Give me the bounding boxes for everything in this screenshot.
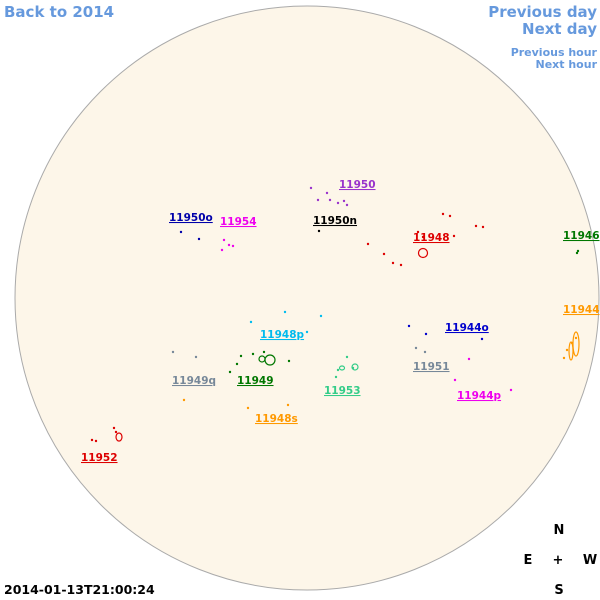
previous-day-link[interactable]: Previous day: [488, 3, 597, 21]
sunspot: [316, 198, 320, 202]
sunspot: [336, 201, 340, 205]
previous-hour-link[interactable]: Previous hour: [511, 46, 598, 59]
sunspot: [227, 243, 231, 247]
sunspot: [231, 244, 235, 248]
compass-south: S: [554, 583, 563, 598]
sunspot: [391, 261, 395, 265]
sunspot: [228, 370, 232, 374]
compass-north: N: [554, 523, 565, 538]
sunspot: [453, 378, 457, 382]
sunspot: [448, 214, 452, 218]
region-label[interactable]: 11949q: [172, 375, 216, 387]
sunspot: [452, 234, 456, 238]
sunspot: [576, 249, 580, 253]
sunspot: [481, 225, 485, 229]
sunspot: [565, 348, 569, 352]
sunspot: [399, 263, 403, 267]
timestamp: 2014-01-13T21:00:24: [4, 582, 155, 597]
sunspot: [574, 336, 578, 340]
sunspot: [338, 365, 346, 371]
sunspot: [366, 242, 370, 246]
sunspot: [325, 191, 329, 195]
sunspot: [249, 320, 253, 324]
sunspot: [317, 229, 321, 233]
region-label[interactable]: 11948s: [255, 413, 298, 425]
sunspot: [222, 238, 226, 242]
sunspot: [562, 356, 566, 360]
sunspot: [283, 310, 287, 314]
sunspot: [287, 359, 291, 363]
compass-west: W: [583, 553, 597, 568]
sunspot: [467, 357, 471, 361]
region-label[interactable]: 11949: [237, 375, 274, 387]
sunspot: [421, 235, 425, 239]
sunspots: [90, 186, 580, 443]
sunspot: [334, 375, 338, 379]
region-label[interactable]: 11950n: [313, 215, 357, 227]
region-label[interactable]: 11950o: [169, 212, 213, 224]
sunspot: [509, 388, 513, 392]
sunspot: [416, 230, 420, 234]
sunspot: [235, 362, 239, 366]
sunspot: [319, 314, 323, 318]
region-label[interactable]: 11952: [81, 452, 118, 464]
region-label[interactable]: 11954: [220, 216, 257, 228]
sunspot: [197, 237, 201, 241]
sunspot: [407, 324, 411, 328]
next-hour-link[interactable]: Next hour: [536, 58, 598, 71]
sunspot: [286, 403, 290, 407]
sunspot: [246, 406, 250, 410]
sunspot: [179, 230, 183, 234]
sunspot: [351, 363, 359, 371]
sunspot: [414, 346, 418, 350]
sunspot: [328, 198, 332, 202]
sunspot: [309, 186, 313, 190]
region-label[interactable]: 11948: [413, 232, 450, 244]
region-label[interactable]: 11944o: [445, 322, 489, 334]
region-label[interactable]: 11951: [413, 361, 450, 373]
sunspot: [474, 224, 478, 228]
region-label[interactable]: 11950: [339, 179, 376, 191]
region-label[interactable]: 11944p: [457, 390, 502, 402]
region-label[interactable]: 11948p: [260, 329, 305, 341]
sunspot: [94, 439, 98, 443]
sunspot: [336, 368, 340, 372]
sunspot: [423, 350, 427, 354]
sunspot: [182, 398, 186, 402]
next-day-link[interactable]: Next day: [522, 20, 597, 38]
sunspot: [305, 330, 309, 334]
sunspot: [112, 426, 116, 430]
sunspot: [417, 247, 429, 259]
sunspot: [90, 438, 94, 442]
sunspot: [194, 355, 198, 359]
sunspot: [262, 350, 266, 354]
sunspot: [114, 430, 118, 434]
sunspot: [424, 332, 428, 336]
sunspot: [171, 350, 175, 354]
sunspot: [345, 203, 349, 207]
sunspot: [480, 337, 484, 341]
compass-east: E: [524, 553, 533, 568]
region-label[interactable]: 11953: [324, 385, 361, 397]
sunspot: [441, 212, 445, 216]
sunspot: [239, 354, 243, 358]
region-labels: 11950 11950o 11954 11950n 11948 11946 11944 119…: [81, 179, 600, 464]
sunspot: [258, 355, 266, 363]
compass-center: +: [553, 553, 564, 568]
sunspot: [220, 248, 224, 252]
sunspot: [575, 251, 579, 255]
sunspot: [342, 199, 346, 203]
sunspot: [345, 355, 349, 359]
region-label[interactable]: 11946: [563, 230, 600, 242]
region-label[interactable]: 11944: [563, 304, 600, 316]
sunspot: [382, 252, 386, 256]
sunspot: [251, 352, 255, 356]
sunspot: [115, 432, 123, 442]
back-link[interactable]: Back to 2014: [4, 3, 114, 21]
sunspot: [568, 341, 574, 361]
solar-disk: [14, 5, 600, 591]
